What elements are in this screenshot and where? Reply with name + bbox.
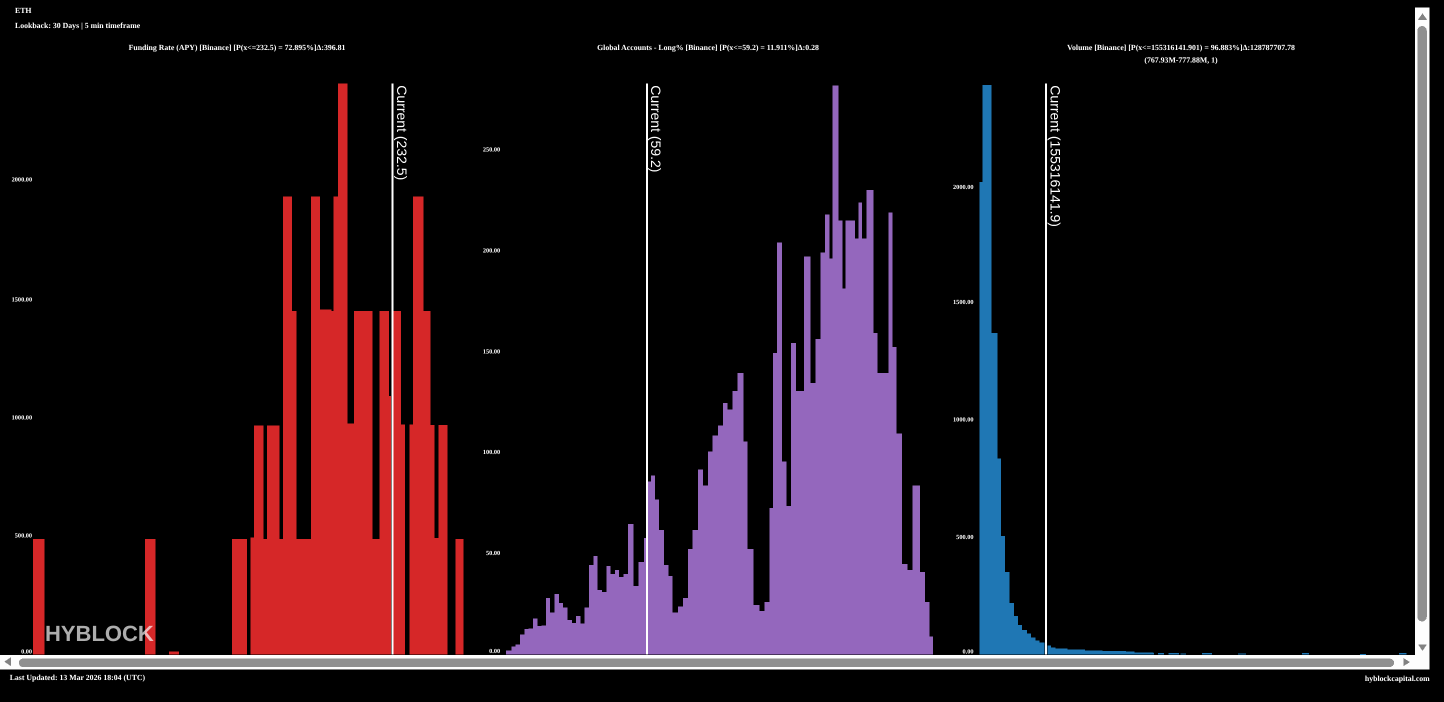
svg-text:1000.00: 1000.00: [953, 416, 973, 423]
svg-text:Lookback: 30 Days | 5 min time: Lookback: 30 Days | 5 min timeframe: [15, 21, 141, 30]
svg-text:50.00: 50.00: [486, 550, 500, 557]
svg-text:Global Accounts - Long% [Binan: Global Accounts - Long% [Binance] [P(x<=…: [597, 43, 819, 52]
svg-text:100.00: 100.00: [483, 449, 500, 456]
svg-text:1500.00: 1500.00: [953, 299, 973, 306]
svg-text:500.00: 500.00: [956, 534, 973, 541]
svg-text:500.00: 500.00: [15, 532, 32, 539]
svg-text:0.00: 0.00: [21, 648, 32, 655]
svg-text:(767.93M-777.88M, 1): (767.93M-777.88M, 1): [1144, 56, 1218, 65]
svg-text:Last Updated: 13 Mar 2026 18:0: Last Updated: 13 Mar 2026 18:04 (UTC): [10, 673, 146, 682]
svg-text:0.00: 0.00: [962, 648, 973, 655]
svg-text:Current (232.5): Current (232.5): [394, 85, 410, 180]
svg-text:2000.00: 2000.00: [953, 184, 973, 191]
svg-text:Funding Rate (APY) [Binance] [: Funding Rate (APY) [Binance] [P(x<=232.5…: [129, 43, 346, 52]
svg-text:200.00: 200.00: [483, 248, 500, 255]
svg-text:1000.00: 1000.00: [12, 414, 32, 421]
svg-text:Current (59.2): Current (59.2): [648, 85, 664, 172]
svg-text:ETH: ETH: [15, 6, 31, 15]
svg-text:Current (155316141.9): Current (155316141.9): [1047, 85, 1063, 227]
svg-text:0.00: 0.00: [489, 648, 500, 655]
svg-text:2000.00: 2000.00: [12, 176, 32, 183]
svg-text:1500.00: 1500.00: [12, 296, 32, 303]
svg-text:Volume [Binance] [P(x<=1553161: Volume [Binance] [P(x<=155316141.901) = …: [1067, 43, 1295, 52]
svg-text:HYBLOCK: HYBLOCK: [45, 621, 154, 646]
svg-text:hyblockcapital.com: hyblockcapital.com: [1365, 674, 1430, 683]
svg-text:150.00: 150.00: [483, 349, 500, 356]
svg-text:250.00: 250.00: [483, 147, 500, 154]
